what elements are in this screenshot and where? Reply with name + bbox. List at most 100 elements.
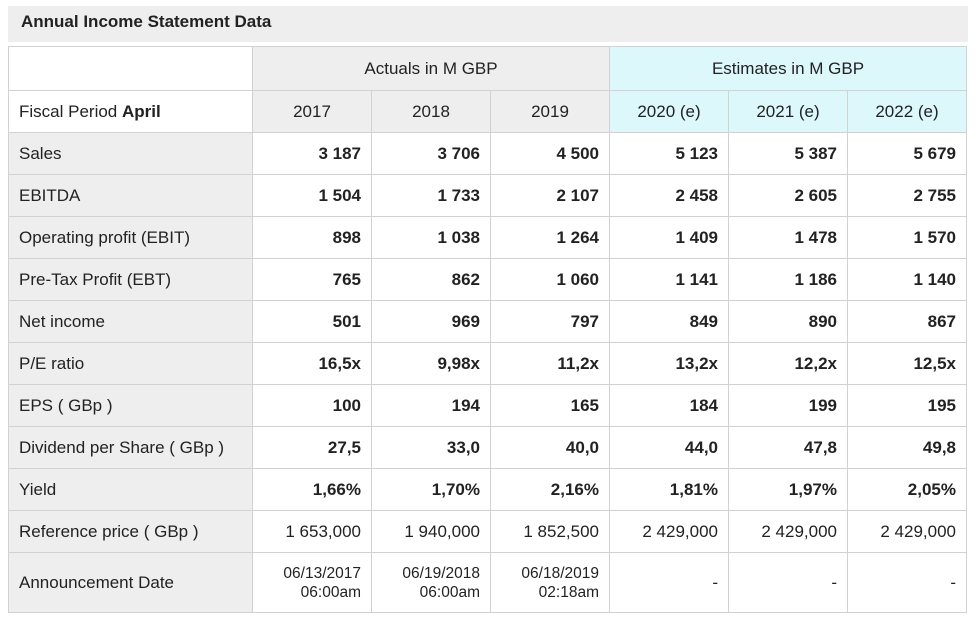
value-cell: 44,0 [609,426,729,469]
row-label: P/E ratio [8,342,253,385]
value-cell: 40,0 [490,426,610,469]
announcement-date: 06/18/2019 02:18am [490,552,610,613]
value-cell: 501 [252,300,372,343]
value-cell: 797 [490,300,610,343]
value-cell: 1 653,000 [252,510,372,553]
year-header: 2021 (e) [728,90,848,133]
value-cell: 1 060 [490,258,610,301]
value-cell: 33,0 [371,426,491,469]
value-cell: 1,66% [252,468,372,511]
value-cell: 184 [609,384,729,427]
value-cell: 11,2x [490,342,610,385]
row-label: EBITDA [8,174,253,217]
table-row: EPS ( GBp ) 100 194 165 184 199 195 [8,384,967,427]
value-cell: 1 038 [371,216,491,259]
year-header: 2022 (e) [847,90,967,133]
value-cell: 195 [847,384,967,427]
table-row: Sales 3 187 3 706 4 500 5 123 5 387 5 679 [8,132,967,175]
row-label: EPS ( GBp ) [8,384,253,427]
value-cell: 49,8 [847,426,967,469]
value-cell: 890 [728,300,848,343]
value-cell: 1,97% [728,468,848,511]
value-cell: 3 706 [371,132,491,175]
year-header: 2018 [371,90,491,133]
value-cell: 27,5 [252,426,372,469]
year-header: 2020 (e) [609,90,729,133]
value-cell: 2 458 [609,174,729,217]
year-header: 2019 [490,90,610,133]
value-cell: 2,16% [490,468,610,511]
value-cell: 2 429,000 [728,510,848,553]
value-cell: 194 [371,384,491,427]
table-row: EBITDA 1 504 1 733 2 107 2 458 2 605 2 755 [8,174,967,217]
value-cell: 13,2x [609,342,729,385]
value-cell: 1 186 [728,258,848,301]
row-label: Net income [8,300,253,343]
value-cell: 867 [847,300,967,343]
value-cell: 849 [609,300,729,343]
year-header: 2017 [252,90,372,133]
value-cell: 5 123 [609,132,729,175]
value-cell: 12,2x [728,342,848,385]
value-cell: 1 733 [371,174,491,217]
value-cell: 47,8 [728,426,848,469]
value-cell: 765 [252,258,372,301]
header-row-groups: Actuals in M GBP Estimates in M GBP [8,46,967,91]
header-row-years: Fiscal Period April 2017 2018 2019 2020 … [8,90,967,133]
announcement-placeholder: - [609,552,729,613]
value-cell: 4 500 [490,132,610,175]
value-cell: 2 755 [847,174,967,217]
value-cell: 1,81% [609,468,729,511]
value-cell: 1 140 [847,258,967,301]
fiscal-period-label: Fiscal Period April [8,90,253,133]
announcement-placeholder: - [847,552,967,613]
fiscal-period-prefix: Fiscal Period [19,101,118,121]
value-cell: 5 679 [847,132,967,175]
value-cell: 1 852,500 [490,510,610,553]
value-cell: 16,5x [252,342,372,385]
estimates-group-header: Estimates in M GBP [609,46,967,91]
value-cell: 100 [252,384,372,427]
table-row: P/E ratio 16,5x 9,98x 11,2x 13,2x 12,2x 12,5x [8,342,967,385]
value-cell: 1,70% [371,468,491,511]
value-cell: 969 [371,300,491,343]
announcement-date: 06/13/2017 06:00am [252,552,372,613]
row-label: Dividend per Share ( GBp ) [8,426,253,469]
header-corner [8,46,253,91]
table-row: Dividend per Share ( GBp ) 27,5 33,0 40,0 44… [8,426,967,469]
row-label: Announcement Date [8,552,253,613]
row-label: Sales [8,132,253,175]
income-statement-table: Actuals in M GBP Estimates in M GBP Fisc… [8,46,967,613]
announcement-date: 06/19/2018 06:00am [371,552,491,613]
value-cell: 5 387 [728,132,848,175]
fiscal-period-month: April [122,101,161,121]
value-cell: 2,05% [847,468,967,511]
value-cell: 1 264 [490,216,610,259]
value-cell: 2 605 [728,174,848,217]
value-cell: 1 504 [252,174,372,217]
row-label: Yield [8,468,253,511]
value-cell: 9,98x [371,342,491,385]
value-cell: 1 570 [847,216,967,259]
row-label: Operating profit (EBIT) [8,216,253,259]
section-title: Annual Income Statement Data [8,6,968,42]
row-label: Pre-Tax Profit (EBT) [8,258,253,301]
table-row: Net income 501 969 797 849 890 867 [8,300,967,343]
value-cell: 165 [490,384,610,427]
announcement-placeholder: - [728,552,848,613]
table-row: Yield 1,66% 1,70% 2,16% 1,81% 1,97% 2,05% [8,468,967,511]
table-row: Reference price ( GBp ) 1 653,000 1 940,00… [8,510,967,553]
actuals-group-header: Actuals in M GBP [252,46,610,91]
value-cell: 199 [728,384,848,427]
value-cell: 12,5x [847,342,967,385]
value-cell: 2 429,000 [609,510,729,553]
value-cell: 1 478 [728,216,848,259]
value-cell: 898 [252,216,372,259]
row-label: Reference price ( GBp ) [8,510,253,553]
table-row: Pre-Tax Profit (EBT) 765 862 1 060 1 141 1 18… [8,258,967,301]
value-cell: 862 [371,258,491,301]
value-cell: 1 940,000 [371,510,491,553]
value-cell: 2 107 [490,174,610,217]
value-cell: 1 141 [609,258,729,301]
announcement-row: Announcement Date 06/13/2017 06:00am 06/1… [8,552,967,613]
